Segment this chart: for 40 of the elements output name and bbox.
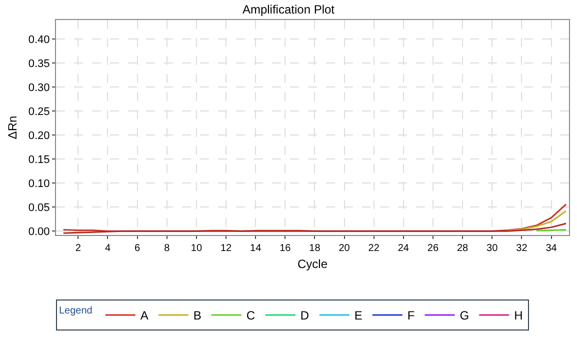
legend-label: A	[140, 308, 148, 323]
legend-title: Legend	[59, 306, 92, 316]
x-tick-label: 22	[368, 243, 380, 254]
y-axis-title: ΔRn	[6, 116, 20, 140]
legend-label: B	[193, 308, 202, 323]
y-tick-label: 0.05	[28, 202, 50, 214]
y-tick-label: 0.10	[28, 178, 50, 190]
y-tick-label: 0.15	[28, 154, 50, 166]
x-tick-label: 14	[250, 243, 262, 254]
x-tick-label: 32	[516, 243, 528, 254]
y-tick-label: 0.40	[28, 34, 50, 46]
x-tick-label: 34	[546, 243, 558, 254]
y-tick-label: 0.25	[28, 106, 50, 118]
x-tick-label: 18	[309, 243, 321, 254]
legend-label: C	[246, 308, 256, 323]
y-tick-label: 0.00	[28, 226, 50, 238]
x-tick-label: 2	[75, 243, 82, 254]
legend-label: E	[354, 308, 362, 323]
x-tick-label: 28	[456, 243, 469, 254]
legend-label: G	[460, 308, 470, 323]
x-tick-label: 16	[280, 243, 292, 254]
x-tick-label: 10	[190, 243, 202, 254]
y-tick-label: 0.35	[28, 58, 50, 70]
line-series	[506, 210, 567, 232]
line-series	[62, 222, 567, 234]
legend-label: F	[407, 308, 415, 323]
y-tick-label: 0.20	[28, 130, 50, 142]
x-tick-label: 24	[398, 243, 410, 254]
x-tick-label: 30	[486, 243, 498, 254]
y-tick-label: 0.30	[28, 82, 50, 94]
x-tick-label: 4	[104, 243, 111, 254]
legend-label: D	[300, 308, 310, 323]
x-tick-label: 12	[220, 243, 232, 254]
x-axis-title: Cycle	[297, 256, 328, 271]
x-tick-label: 26	[427, 243, 439, 254]
x-tick-label: 20	[338, 243, 350, 254]
x-tick-label: 6	[134, 243, 141, 254]
chart-title: Amplification Plot	[242, 2, 336, 17]
x-tick-label: 8	[164, 243, 170, 254]
legend-label: H	[514, 308, 523, 323]
